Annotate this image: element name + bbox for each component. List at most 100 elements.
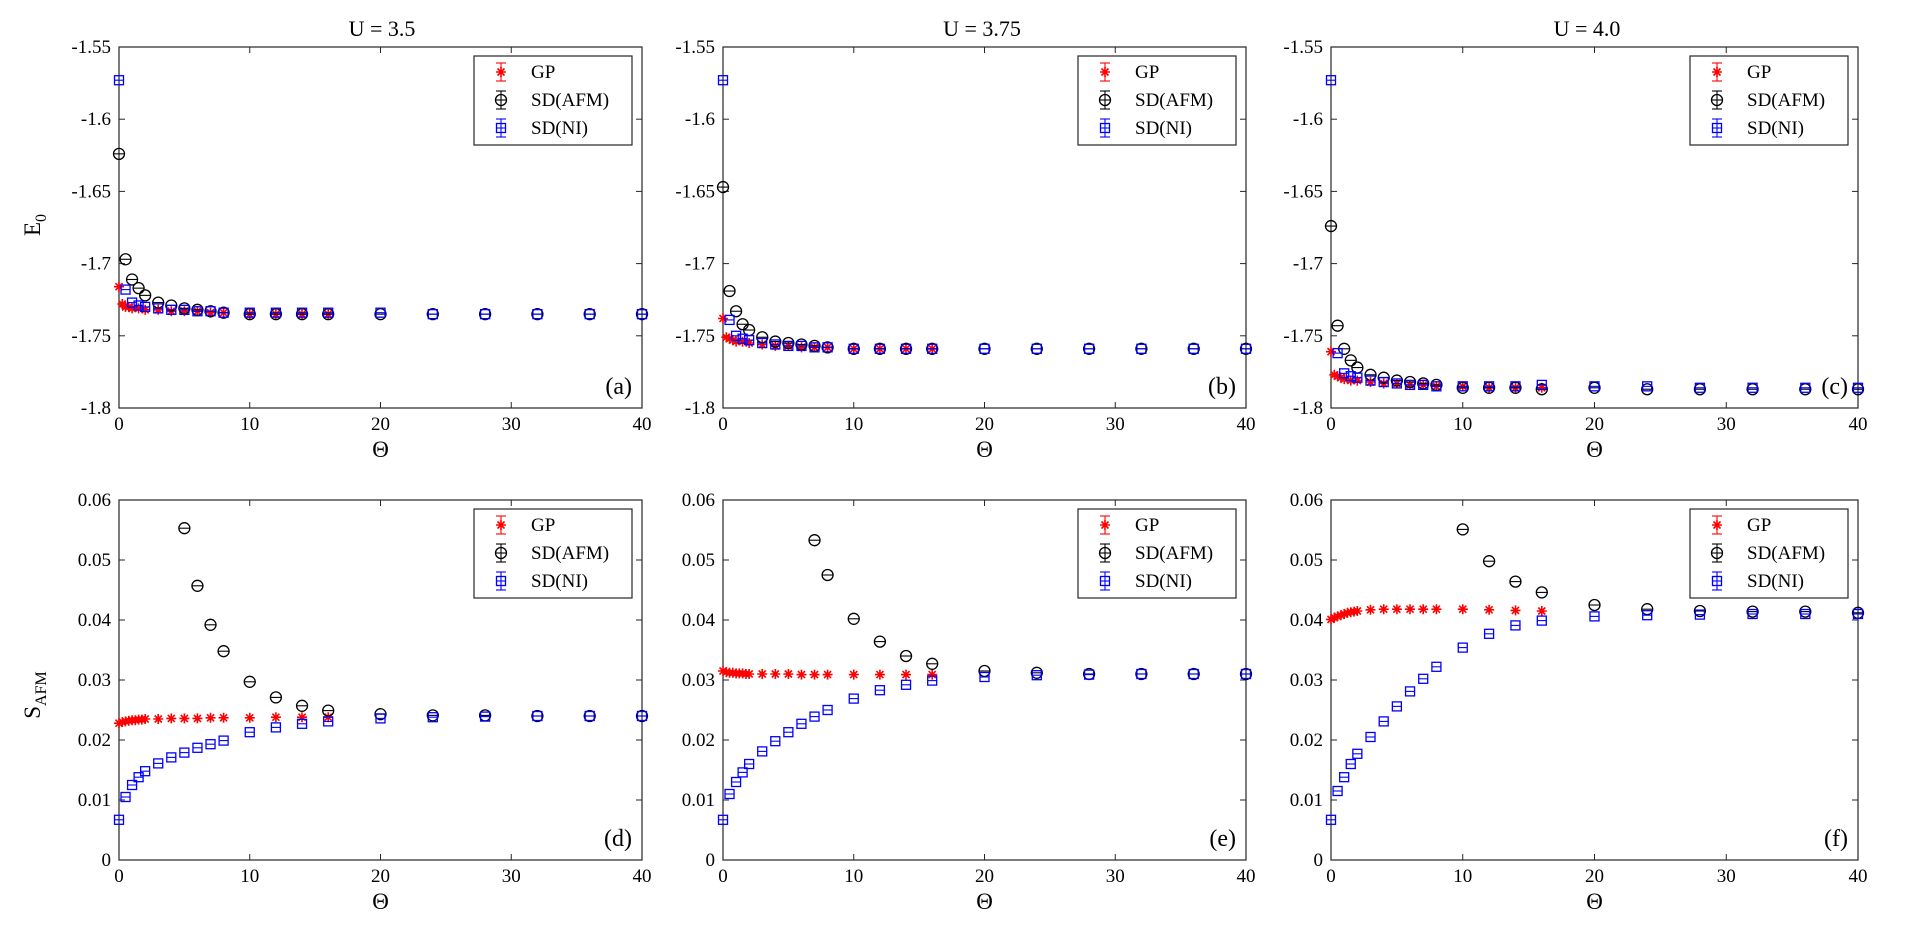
y-tick-label: 0: [102, 850, 112, 871]
y-tick-label: 0.06: [78, 490, 111, 511]
data-point: [270, 712, 281, 723]
data-point: [757, 339, 768, 350]
data-point: [1329, 612, 1340, 623]
x-tick-label: 20: [1585, 866, 1604, 887]
legend-label: SD(AFM): [531, 543, 609, 564]
data-point: [270, 722, 282, 733]
legend: GP SD(AFM) SD(NI): [473, 508, 633, 599]
data-point: [770, 736, 781, 747]
data-point: [244, 712, 255, 723]
data-point: [1031, 343, 1042, 354]
data-point: [192, 306, 203, 317]
data-point: [744, 669, 755, 679]
legend-label: SD(AFM): [1135, 90, 1213, 111]
data-point: [133, 303, 144, 314]
data-point: [1329, 369, 1340, 380]
ylabel-bottom-sub: AFM: [33, 671, 50, 706]
data-point: [1339, 609, 1350, 619]
data-point: [1852, 382, 1864, 393]
data-point: [140, 714, 151, 724]
legend-marker: [1711, 122, 1723, 134]
legend-marker: [1099, 122, 1111, 134]
legend-label: GP: [531, 62, 555, 83]
data-point: [1136, 668, 1147, 680]
legend-marker: [496, 67, 506, 77]
data-point: [1188, 343, 1199, 354]
data-point: [138, 289, 152, 302]
data-point: [323, 307, 334, 318]
legend-label: SD(AFM): [531, 90, 609, 111]
data-point: [927, 675, 938, 686]
panel-a: 0 10 20 30 40 -1.8 -1.75 -1.7 -1.65 -1.6 -1.55 Θ GP S…: [71, 37, 651, 462]
data-point: [218, 307, 229, 318]
data-point: [1083, 669, 1095, 680]
legend-label: SD(AFM): [1747, 90, 1825, 111]
data-point: [1536, 379, 1547, 391]
data-point: [192, 742, 203, 753]
data-point: [244, 307, 255, 318]
data-point: [796, 718, 807, 729]
data-point: [1536, 615, 1547, 626]
data-point: [1332, 371, 1343, 382]
data-point: [1345, 758, 1356, 770]
x-axis-label: Θ: [976, 437, 993, 462]
data-point: [1352, 372, 1363, 383]
data-point: [1030, 666, 1043, 679]
x-tick-label: 30: [1106, 414, 1125, 435]
data-point: [822, 342, 833, 353]
series-sd-afm-: [1456, 523, 1865, 619]
data-point: [126, 297, 138, 308]
data-point: [427, 308, 438, 320]
x-tick-label: 40: [633, 866, 652, 887]
y-tick-label: -1.75: [71, 326, 111, 347]
y-tick-label: 0.05: [78, 550, 111, 571]
legend-label: SD(AFM): [1747, 543, 1825, 564]
data-point: [1378, 604, 1389, 615]
x-tick-label: 10: [1453, 866, 1472, 887]
data-point: [133, 772, 144, 783]
data-point: [808, 534, 821, 547]
data-point: [218, 735, 229, 746]
column-title-2: U = 3.75: [943, 16, 1021, 41]
y-tick-label: 0: [1314, 850, 1324, 871]
data-point: [1510, 620, 1521, 631]
y-tick-label: 0.04: [78, 610, 112, 631]
data-point: [796, 340, 807, 352]
x-tick-label: 40: [1237, 414, 1256, 435]
x-tick-label: 40: [1237, 866, 1256, 887]
y-tick-label: 0.01: [1290, 790, 1323, 811]
data-point: [532, 308, 543, 320]
y-tick-label: 0.05: [682, 550, 715, 571]
y-tick-label: -1.75: [675, 326, 715, 347]
data-point: [297, 712, 307, 723]
legend-label: SD(NI): [1747, 571, 1804, 592]
data-point: [119, 253, 132, 266]
data-point: [873, 635, 887, 648]
y-tick-label: -1.8: [685, 398, 715, 419]
legend-marker: [1712, 520, 1722, 530]
y-tick-label: -1.6: [1293, 109, 1323, 130]
ylabel-top-main: E: [20, 222, 45, 236]
legend: GP SD(AFM) SD(NI): [1689, 508, 1849, 599]
x-axis-label: Θ: [1586, 889, 1603, 914]
data-point: [1325, 814, 1337, 825]
data-point: [1335, 610, 1346, 621]
data-point: [112, 147, 126, 161]
data-point: [716, 180, 730, 194]
data-point: [1418, 604, 1429, 615]
data-point: [809, 342, 820, 353]
series-gp: [718, 666, 938, 680]
y-tick-label: -1.7: [685, 254, 715, 275]
data-point: [204, 618, 217, 631]
data-point: [1457, 381, 1468, 392]
data-point: [717, 75, 729, 86]
data-point: [1378, 376, 1389, 388]
y-tick-label: 0.03: [78, 670, 111, 691]
y-tick-label: 0.04: [682, 610, 716, 631]
data-point: [1589, 611, 1600, 622]
data-point: [1641, 383, 1654, 396]
panel-label: (f): [1824, 826, 1848, 852]
data-point: [126, 779, 138, 791]
data-point: [1800, 382, 1811, 393]
